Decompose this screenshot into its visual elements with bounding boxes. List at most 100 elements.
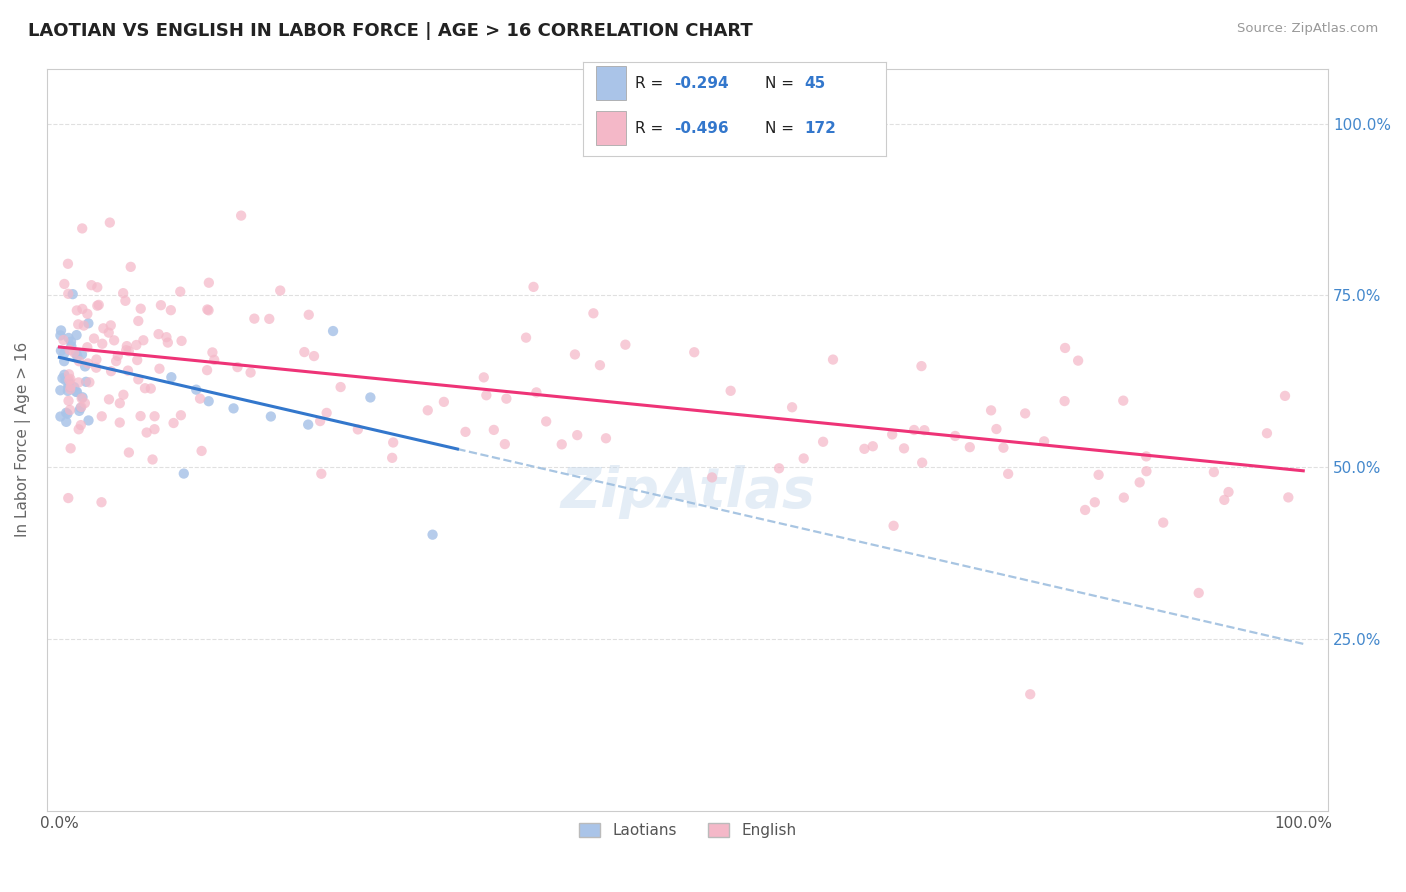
Point [495,392,517,406]
Text: 172: 172 [804,121,837,136]
Point [59,372,82,386]
Point [97,326,120,340]
Point [53,354,76,368]
Point [114,293,136,308]
Point [67,376,90,390]
Point [564,347,586,361]
Point [1084,495,1107,509]
Point [1135,464,1157,478]
Point [515,331,537,345]
Point [883,518,905,533]
Point [422,527,444,541]
Point [322,324,344,338]
Point [195,302,218,317]
Point [202,352,225,367]
Point [58,380,80,394]
Point [148,327,170,342]
Point [382,435,405,450]
Point [309,414,332,428]
Text: -0.294: -0.294 [675,77,728,92]
Point [58,331,80,345]
Point [160,303,183,318]
Point [259,311,281,326]
Point [59,403,82,417]
Point [108,396,131,410]
Text: R =: R = [636,77,668,92]
Point [359,391,381,405]
Point [186,383,208,397]
Point [169,285,191,299]
Point [494,437,516,451]
Point [69,401,91,415]
Point [49,343,72,358]
Point [297,417,319,432]
Point [911,456,934,470]
Point [534,414,557,428]
Point [482,423,505,437]
Point [112,286,135,301]
Point [551,437,574,451]
Point [156,335,179,350]
Point [84,360,107,375]
Point [1277,491,1299,505]
Point [55,406,77,420]
Point [292,345,315,359]
Point [1274,389,1296,403]
Point [107,349,129,363]
Point [959,440,981,454]
Point [222,401,245,416]
Point [993,441,1015,455]
Point [614,337,637,351]
Point [134,381,156,395]
Point [70,347,93,361]
Point [52,333,75,347]
Point [243,311,266,326]
Point [197,394,219,409]
Point [522,280,544,294]
Point [170,409,193,423]
Point [65,346,87,360]
Point [112,388,135,402]
Point [72,390,94,404]
Point [58,375,80,389]
Point [53,373,76,387]
Point [77,316,100,330]
Point [76,307,98,321]
Point [120,260,142,274]
Point [53,346,76,360]
Point [56,257,79,271]
Point [1218,485,1240,500]
Point [70,418,93,433]
Point [70,400,93,414]
Point [118,344,141,359]
Point [1087,467,1109,482]
Point [143,409,166,424]
Point [1213,492,1236,507]
Point [986,422,1008,436]
Point [1074,503,1097,517]
Point [129,301,152,316]
Point [67,404,90,418]
Point [53,277,76,291]
Point [1202,465,1225,479]
Point [129,409,152,423]
Point [381,450,404,465]
Text: N =: N = [765,77,794,92]
Point [77,356,100,370]
Point [127,353,149,368]
Point [65,328,87,343]
Text: Source: ZipAtlas.com: Source: ZipAtlas.com [1237,22,1378,36]
Point [1019,687,1042,701]
Point [475,388,498,402]
Point [80,278,103,293]
Y-axis label: In Labor Force | Age > 16: In Labor Force | Age > 16 [15,343,31,538]
Point [567,428,589,442]
Point [49,409,72,424]
Point [127,372,149,386]
Point [86,352,108,367]
Point [997,467,1019,481]
Point [582,306,605,320]
Point [298,308,321,322]
Point [1112,491,1135,505]
Point [416,403,439,417]
